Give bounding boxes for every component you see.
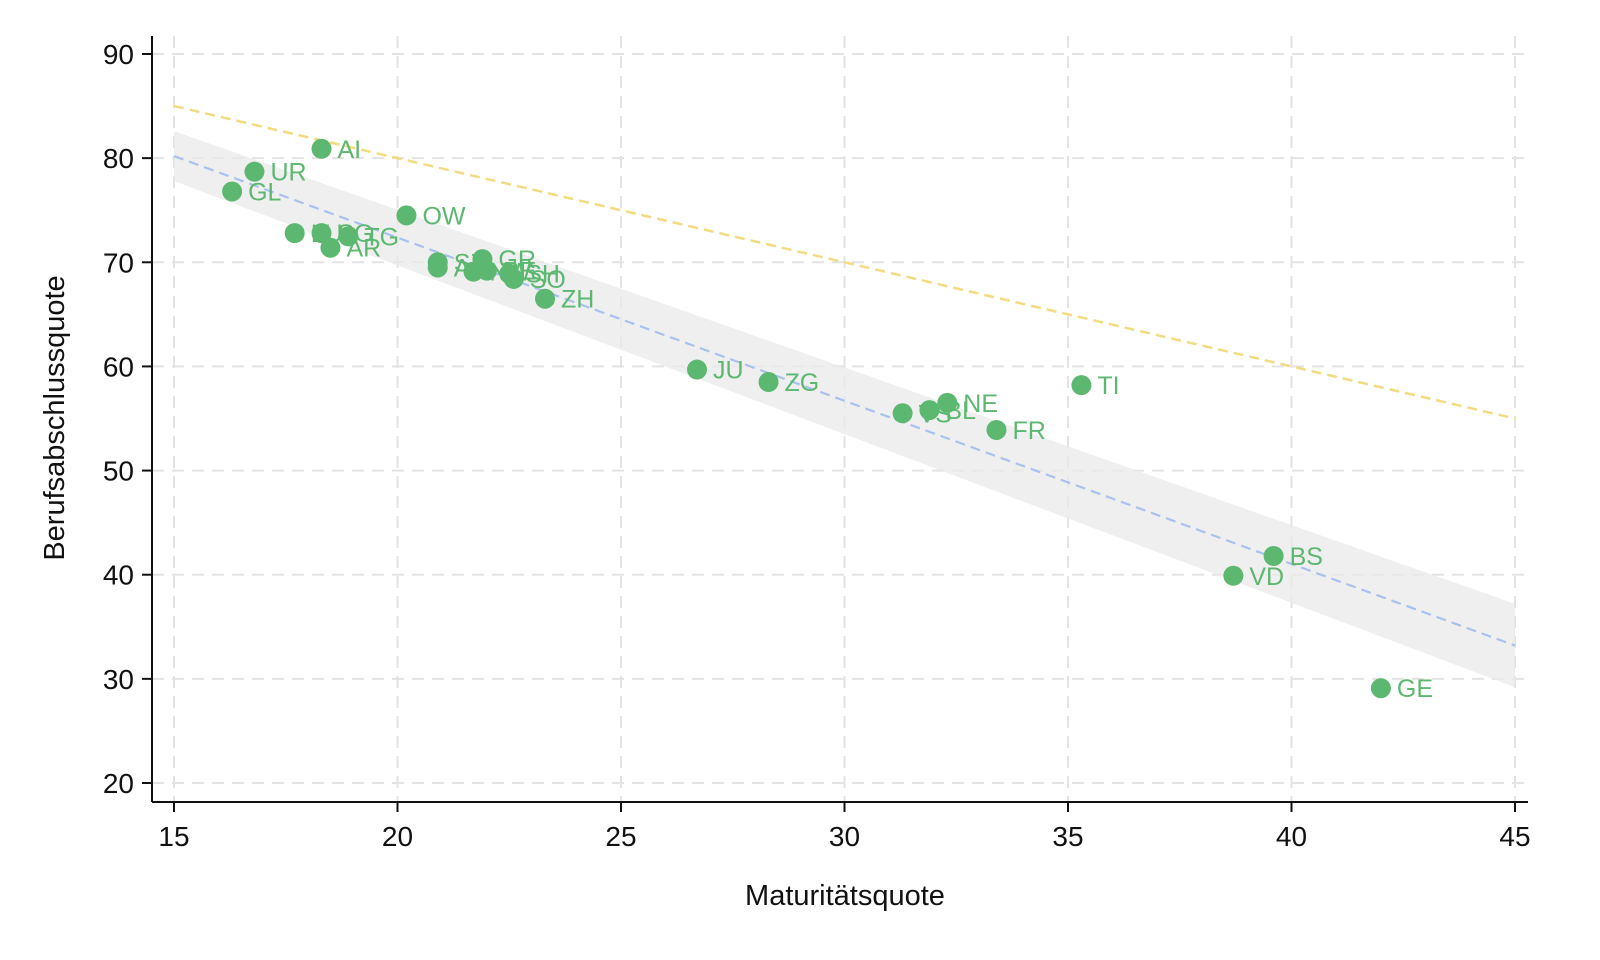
point-label-bs: BS xyxy=(1290,543,1323,571)
data-point-ge xyxy=(1370,678,1391,699)
data-point-zh xyxy=(535,288,556,309)
data-point-fr xyxy=(986,419,1007,440)
y-tick-label: 80 xyxy=(103,143,134,174)
point-label-ti: TI xyxy=(1097,372,1119,400)
point-label-zh: ZH xyxy=(561,286,594,314)
data-point-ag xyxy=(427,257,448,278)
point-label-gl: GL xyxy=(248,178,281,206)
x-tick-label: 30 xyxy=(829,821,860,852)
grid xyxy=(152,36,1528,802)
y-tick-label: 40 xyxy=(103,560,134,591)
y-tick-label: 20 xyxy=(103,768,134,799)
point-label-nw: NW xyxy=(489,259,531,287)
data-point-so xyxy=(503,268,524,289)
point-label-vd: VD xyxy=(1249,563,1284,591)
data-point-sg xyxy=(311,223,332,244)
data-point-bs xyxy=(1263,545,1284,566)
data-point-ai xyxy=(311,138,332,159)
lines-layer xyxy=(173,104,1516,647)
axes: 15 20 25 30 35 40 45 20 30 40 50 60 70 80 90 xyxy=(103,36,1531,852)
y-tick-label: 30 xyxy=(103,664,134,695)
fit-line xyxy=(173,155,1516,647)
point-label-be: BE xyxy=(503,258,536,286)
point-label-gr: GR xyxy=(498,246,536,274)
data-point-ti xyxy=(1071,375,1092,396)
x-tick-label: 40 xyxy=(1276,821,1307,852)
points-layer xyxy=(222,138,1391,699)
point-label-ar: AR xyxy=(346,235,381,263)
point-label-ne: NE xyxy=(963,390,998,418)
point-label-ow: OW xyxy=(422,202,465,230)
data-point-lu xyxy=(284,223,305,244)
data-point-bl xyxy=(919,400,940,421)
x-tick-label: 25 xyxy=(605,821,636,852)
data-point-vs xyxy=(892,403,913,424)
y-tick-label: 90 xyxy=(103,39,134,70)
point-label-zg: ZG xyxy=(785,369,820,397)
x-tick-label: 45 xyxy=(1499,821,1530,852)
reference-line xyxy=(173,104,1516,420)
point-label-sg: SG xyxy=(338,220,374,248)
x-tick-label: 20 xyxy=(382,821,413,852)
x-axis-title: Maturitätsquote xyxy=(745,880,945,912)
data-point-vd xyxy=(1223,565,1244,586)
point-label-ag: AG xyxy=(454,254,490,282)
point-label-fr: FR xyxy=(1012,417,1045,445)
point-label-ge: GE xyxy=(1397,675,1433,703)
data-point-tg xyxy=(338,226,359,247)
point-label-so: SO xyxy=(530,266,566,294)
point-label-vs: VS xyxy=(919,400,952,428)
x-tick-label: 35 xyxy=(1052,821,1083,852)
data-point-zg xyxy=(758,372,779,393)
point-label-ur: UR xyxy=(270,159,306,187)
data-point-ne xyxy=(937,392,958,413)
point-label-bl: BL xyxy=(945,397,976,425)
data-point-gl xyxy=(222,181,243,202)
data-point-ur xyxy=(244,161,265,182)
point-label-tg: TG xyxy=(364,223,399,251)
data-point-ju xyxy=(686,359,707,380)
point-label-ai: AI xyxy=(338,136,362,164)
data-point-ar xyxy=(320,237,341,258)
point-label-lu: LU xyxy=(311,220,343,248)
point-label-sh: SH xyxy=(525,261,560,289)
y-tick-label: 70 xyxy=(103,247,134,278)
y-tick-label: 50 xyxy=(103,456,134,487)
data-point-be xyxy=(476,260,497,281)
point-label-sz: SZ xyxy=(454,249,486,277)
data-point-ow xyxy=(396,205,417,226)
y-tick-label: 60 xyxy=(103,351,134,382)
y-axis-title: Berufsabschlussquote xyxy=(39,275,71,560)
x-tick-label: 15 xyxy=(158,821,189,852)
point-label-ju: JU xyxy=(713,357,744,385)
